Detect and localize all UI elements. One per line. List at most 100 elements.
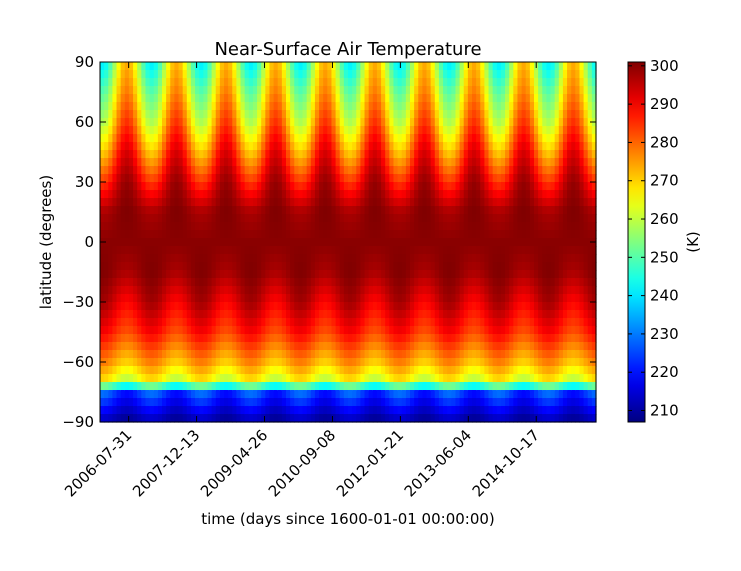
heatmap-cell — [447, 102, 452, 111]
heatmap-cell — [422, 254, 428, 263]
heatmap-cell — [290, 214, 295, 223]
heatmap-cell — [389, 214, 395, 223]
heatmap-cell — [248, 254, 254, 263]
heatmap-cell — [525, 390, 531, 399]
heatmap-cell — [273, 182, 279, 191]
heatmap-cell — [447, 286, 452, 295]
heatmap-cell — [422, 302, 428, 311]
heatmap-cell — [211, 302, 217, 311]
heatmap-cell — [331, 310, 337, 319]
heatmap-cell — [554, 206, 560, 215]
heatmap-cell — [348, 294, 353, 303]
heatmap-cell — [455, 166, 461, 175]
heatmap-cell — [405, 150, 411, 159]
heatmap-cell — [459, 382, 465, 391]
heatmap-cell — [410, 334, 415, 343]
heatmap-cell — [273, 166, 279, 175]
heatmap-cell — [410, 318, 415, 327]
heatmap-cell — [199, 318, 204, 327]
heatmap-cell — [182, 262, 188, 271]
heatmap-cell — [178, 190, 184, 199]
heatmap-cell — [112, 86, 118, 95]
heatmap-cell — [323, 318, 328, 327]
heatmap-cell — [542, 406, 547, 415]
heatmap-cell — [244, 142, 250, 151]
heatmap-cell — [525, 414, 531, 423]
heatmap-cell — [302, 246, 308, 255]
heatmap-cell — [120, 118, 126, 127]
heatmap-cell — [186, 326, 192, 335]
heatmap-cell — [170, 134, 175, 143]
heatmap-cell — [356, 366, 361, 375]
heatmap-cell — [385, 342, 390, 351]
heatmap-cell — [389, 150, 395, 159]
heatmap-cell — [397, 158, 403, 167]
heatmap-cell — [100, 222, 105, 231]
heatmap-cell — [236, 222, 242, 231]
heatmap-cell — [174, 246, 180, 255]
heatmap-cell — [162, 350, 167, 359]
heatmap-cell — [443, 342, 448, 351]
heatmap-cell — [451, 286, 457, 295]
heatmap-cell — [219, 94, 225, 103]
heatmap-cell — [104, 406, 109, 415]
heatmap-cell — [232, 118, 237, 127]
heatmap-cell — [463, 406, 469, 415]
heatmap-cell — [252, 294, 258, 303]
heatmap-cell — [298, 334, 304, 343]
heatmap-cell — [372, 310, 378, 319]
heatmap-cell — [261, 326, 266, 335]
heatmap-cell — [352, 238, 357, 247]
heatmap-cell — [178, 174, 184, 183]
heatmap-cell — [228, 366, 233, 375]
heatmap-cell — [116, 110, 122, 119]
heatmap-cell — [306, 118, 312, 127]
heatmap-cell — [339, 158, 345, 167]
heatmap-cell — [455, 86, 461, 95]
heatmap-cell — [364, 214, 370, 223]
heatmap-cell — [294, 374, 299, 383]
heatmap-cell — [438, 174, 444, 183]
heatmap-cell — [224, 270, 229, 279]
heatmap-cell — [385, 198, 390, 207]
heatmap-cell — [319, 78, 324, 87]
heatmap-cell — [298, 150, 304, 159]
heatmap-cell — [124, 206, 130, 215]
heatmap-cell — [525, 358, 531, 367]
heatmap-cell — [554, 94, 560, 103]
heatmap-cell — [157, 86, 163, 95]
heatmap-cell — [141, 406, 147, 415]
heatmap-cell — [145, 222, 151, 231]
heatmap-cell — [447, 254, 452, 263]
heatmap-cell — [339, 142, 345, 151]
heatmap-cell — [534, 166, 539, 175]
heatmap-cell — [228, 406, 233, 415]
heatmap-cell — [529, 238, 535, 247]
heatmap-cell — [496, 78, 502, 87]
heatmap-cell — [195, 366, 200, 375]
heatmap-cell — [170, 78, 175, 87]
heatmap-cell — [244, 190, 250, 199]
heatmap-cell — [108, 238, 113, 247]
heatmap-cell — [294, 278, 299, 287]
heatmap-cell — [438, 78, 444, 87]
heatmap-cell — [145, 246, 151, 255]
heatmap-cell — [554, 158, 560, 167]
heatmap-cell — [525, 318, 531, 327]
heatmap-cell — [174, 334, 180, 343]
heatmap-cell — [401, 86, 407, 95]
heatmap-cell — [538, 222, 543, 231]
heatmap-cell — [550, 158, 556, 167]
heatmap-cell — [211, 366, 217, 375]
heatmap-cell — [290, 278, 295, 287]
heatmap-cell — [265, 118, 271, 127]
heatmap-cell — [162, 342, 167, 351]
heatmap-cell — [199, 214, 204, 223]
chart-title: Near-Surface Air Temperature — [214, 39, 481, 60]
heatmap-cell — [178, 382, 184, 391]
heatmap-cell — [269, 382, 275, 391]
heatmap-cell — [104, 230, 109, 239]
heatmap-cell — [302, 222, 308, 231]
heatmap-cell — [108, 246, 113, 255]
heatmap-cell — [215, 126, 221, 135]
